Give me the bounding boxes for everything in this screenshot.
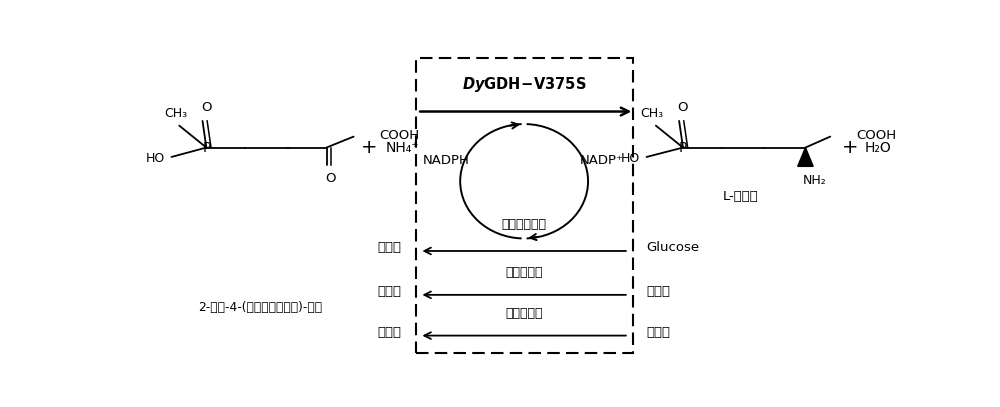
- Text: CH₃: CH₃: [164, 107, 187, 120]
- Text: HO: HO: [621, 152, 640, 165]
- Text: 副产物: 副产物: [378, 241, 402, 254]
- Text: H₂O: H₂O: [865, 140, 892, 155]
- Text: COOH: COOH: [379, 129, 419, 142]
- Text: O: O: [325, 172, 336, 185]
- Text: NH₄⁺: NH₄⁺: [386, 140, 419, 155]
- Text: O: O: [201, 101, 212, 114]
- Text: 副产物: 副产物: [378, 285, 402, 298]
- Text: L-草铵膚: L-草铵膚: [723, 190, 759, 203]
- Text: 甲酸铵: 甲酸铵: [647, 285, 671, 298]
- Text: 异丙醇: 异丙醇: [647, 326, 671, 339]
- Text: Glucose: Glucose: [647, 241, 700, 254]
- Text: $\bfit{Dy}$$\mathbf{GDH\!-\!V375S}$: $\bfit{Dy}$$\mathbf{GDH\!-\!V375S}$: [462, 75, 586, 94]
- Text: 副产物: 副产物: [378, 326, 402, 339]
- Text: 乙醇脱氢酶: 乙醇脱氢酶: [505, 307, 543, 320]
- Text: P: P: [202, 140, 211, 155]
- Text: 2-羳基-4-(羟基甲基氧膚基)-丁酸: 2-羳基-4-(羟基甲基氧膚基)-丁酸: [199, 301, 323, 314]
- Text: NADPH: NADPH: [423, 154, 470, 167]
- Text: HO: HO: [146, 152, 165, 165]
- Bar: [416, 58, 633, 353]
- Text: 葡萄糖脱氢酶: 葡萄糖脱氢酶: [502, 218, 547, 231]
- Text: 甲酸脱氢酶: 甲酸脱氢酶: [505, 267, 543, 280]
- Text: CH₃: CH₃: [640, 107, 664, 120]
- Text: COOH: COOH: [856, 129, 896, 142]
- Text: O: O: [678, 101, 688, 114]
- Text: P: P: [679, 140, 687, 155]
- Polygon shape: [798, 148, 813, 166]
- Text: +: +: [361, 138, 377, 157]
- Text: NADP⁺: NADP⁺: [580, 154, 624, 167]
- Text: NH₂: NH₂: [803, 174, 827, 187]
- Text: +: +: [841, 138, 858, 157]
